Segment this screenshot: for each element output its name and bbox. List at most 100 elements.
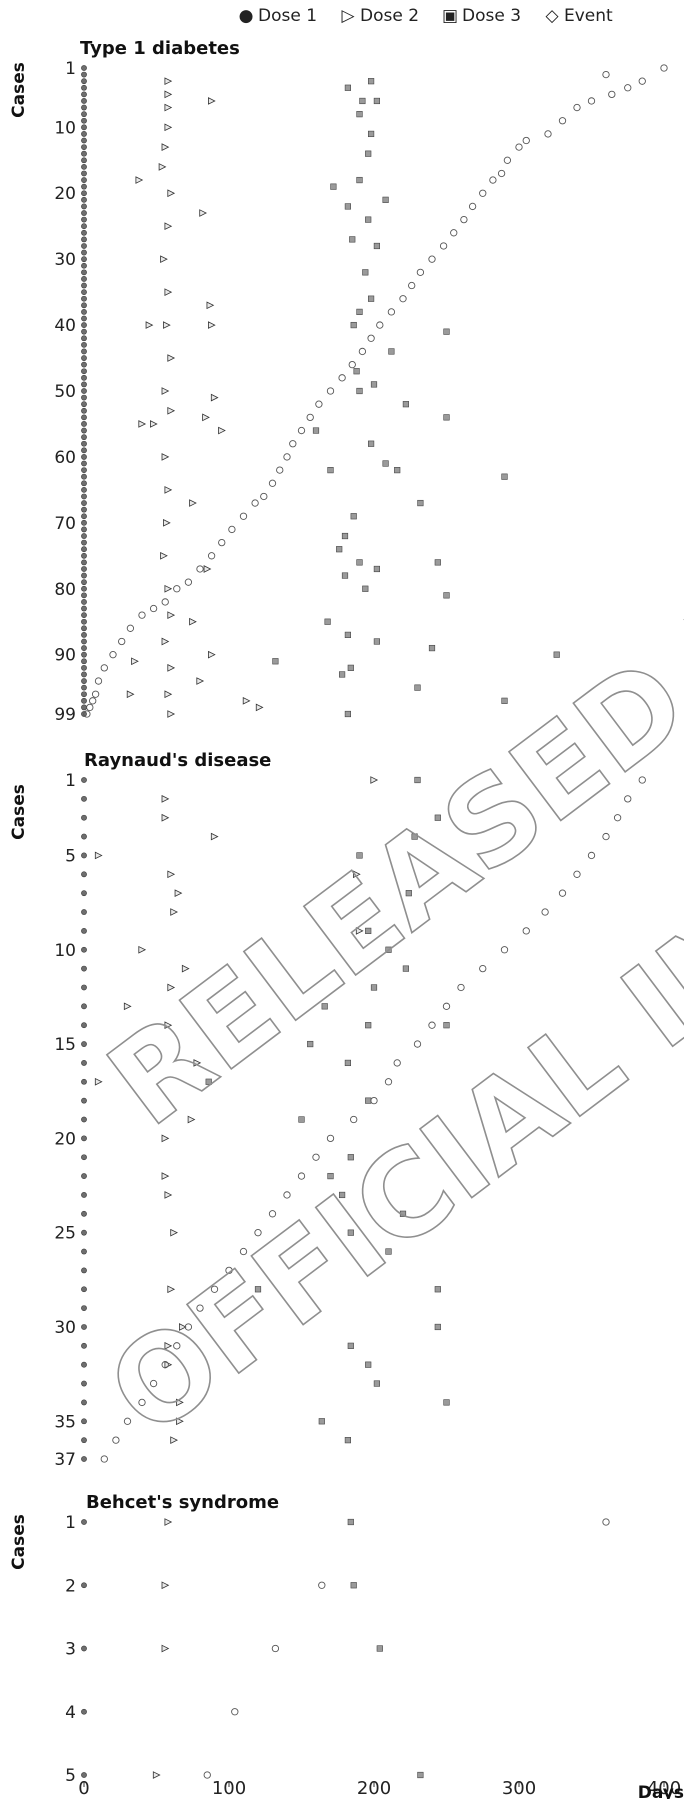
event-point [400,296,406,302]
dose-1-point [81,243,86,248]
dose-3-point [435,1286,441,1292]
dose-1-point [81,158,86,163]
dose-3-point [357,388,363,394]
dose-3-point [374,1381,380,1387]
dose-1-point [81,375,86,380]
dose-2-point [168,665,174,671]
event-point [211,1286,217,1292]
dose-1-point [81,599,86,604]
dose-2-point [95,852,101,858]
dose-1-point [81,639,86,644]
dose-2-point [139,421,145,427]
dose-1-point [81,290,86,295]
event-point [377,322,383,328]
event-point [261,493,267,499]
dose-1-point [81,1268,86,1273]
dose-3-point [348,1230,354,1236]
event-point [574,104,580,110]
event-point [272,1645,278,1651]
dose-1-point [81,1155,86,1160]
dose-1-point [81,947,86,952]
y-tick-label: 1 [65,771,76,791]
y-tick-label: 3 [65,1640,76,1660]
dose-2-point [136,177,142,183]
event-point [284,1192,290,1198]
y-tick-label: 4 [65,1703,76,1723]
dose-2-point [165,691,171,697]
dose-2-point [162,1582,168,1588]
dose-1-point [81,263,86,268]
event-point [559,890,565,896]
dose-3-point [444,1022,450,1028]
event-point [255,1229,261,1235]
event-point [113,1437,119,1443]
dose-1-point [81,966,86,971]
dose-2-point [168,190,174,196]
dose-1-point [81,1041,86,1046]
dose-1-point [81,678,86,683]
dose-2-point [188,1116,194,1122]
dose-1-point [81,540,86,545]
dose-1-point [81,435,86,440]
event-point [277,467,283,473]
dose-3-point [351,1582,357,1588]
dose-2-point [162,1645,168,1651]
dose-1-point [81,79,86,84]
dose-3-point [328,467,334,473]
dose-3-point [386,947,392,953]
dose-1-point [81,1343,86,1348]
dose-1-point [81,118,86,123]
dose-3-point [435,1324,441,1330]
dose-1-point [81,257,86,262]
event-point [307,414,313,420]
dose-1-point [81,1230,86,1235]
dose-3-point [377,1646,383,1652]
event-point [110,651,116,657]
event-point [429,1022,435,1028]
dose-1-point [81,237,86,242]
dose-1-point [81,454,86,459]
dose-3-point [365,1022,371,1028]
dose-2-point [165,289,171,295]
event-point [101,1456,107,1462]
y-tick-label: 10 [54,118,76,138]
event-point [252,500,258,506]
dose-2-point [177,1399,183,1405]
x-tick-label: 300 [502,1778,536,1799]
dose-1-point [81,1324,86,1329]
dose-1-point [81,329,86,334]
x-tick-label: 0 [78,1778,89,1799]
dose-3-point [418,1772,424,1778]
event-point [458,984,464,990]
dose-2-point [165,1519,171,1525]
dose-2-point [165,1343,171,1349]
y-tick-label: 5 [65,1766,76,1786]
dose-1-point [81,204,86,209]
event-point [319,1582,325,1588]
dose-1-point [81,349,86,354]
dose-2-point [256,704,262,710]
dose-1-point [81,1709,86,1714]
dose-3-point [299,1117,305,1123]
y-tick-label: 70 [54,514,76,534]
event-point [603,1519,609,1525]
dose-1-point [81,191,86,196]
dose-1-point [81,645,86,650]
dose-3-point [368,131,374,137]
dose-3-point [365,928,371,934]
dose-2-point [127,691,133,697]
event-point [339,375,345,381]
dose-1-point [81,125,86,130]
dose-3-point [444,1400,450,1406]
event-point [229,526,235,532]
event-point [443,1003,449,1009]
dose-1-point [81,224,86,229]
y-axis-label-1: Cases [9,784,29,840]
event-point [284,454,290,460]
dose-1-point [81,85,86,90]
event-point [523,928,529,934]
dose-2-point [139,947,145,953]
dose-3-point [345,1060,351,1066]
event-point [204,1772,210,1778]
event-point [417,269,423,275]
